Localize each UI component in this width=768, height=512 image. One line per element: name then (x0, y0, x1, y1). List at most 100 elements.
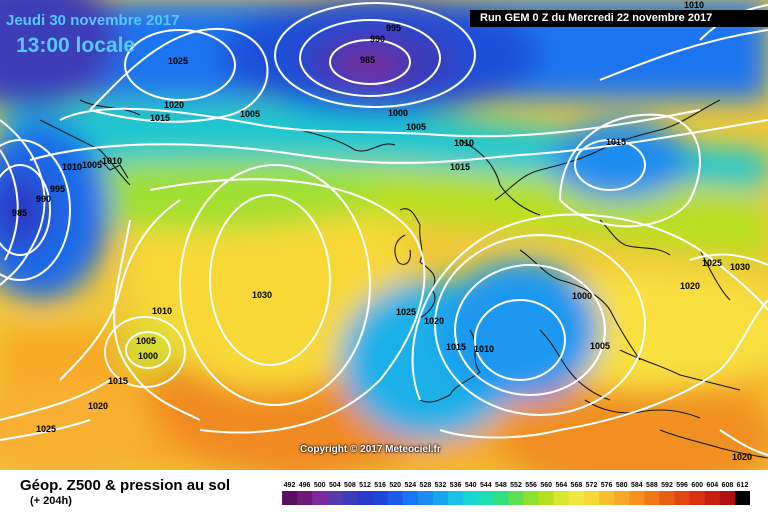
isobar-label: 990 (36, 194, 51, 204)
isobar-label: 1025 (702, 258, 722, 268)
legend-value: 564 (555, 482, 567, 489)
legend-value: 568 (571, 482, 583, 489)
isobar-label: 1015 (108, 376, 128, 386)
isobar-label: 1000 (388, 108, 408, 118)
legend-swatch (433, 491, 449, 505)
isobar-label: 985 (360, 55, 375, 65)
legend-value: 524 (404, 482, 416, 489)
legend-swatch (387, 491, 404, 505)
isobar-label: 1030 (252, 290, 272, 300)
legend-swatch (357, 491, 374, 505)
legend-swatch (402, 491, 419, 505)
weather-map: 995 990 985 1025 1020 1015 1005 1000 100… (0, 0, 768, 470)
isobar-labels: 995 990 985 1025 1020 1015 1005 1000 100… (12, 23, 752, 462)
legend-value: 572 (586, 482, 598, 489)
isobar-label: 1005 (240, 109, 260, 119)
legend-swatch (659, 491, 675, 505)
legend-swatch (553, 491, 570, 505)
legend-swatch (538, 491, 555, 505)
legend-value: 576 (601, 482, 613, 489)
legend-value: 504 (329, 482, 341, 489)
run-banner: Run GEM 0 Z du Mercredi 22 novembre 2017 (470, 10, 768, 27)
legend-value: 528 (420, 482, 432, 489)
legend-value: 560 (540, 482, 552, 489)
legend-value: 536 (450, 482, 462, 489)
legend-value: 600 (691, 482, 703, 489)
isobar-label: 1010 (62, 162, 82, 172)
isobar-label: 1020 (88, 401, 108, 411)
legend-value: 544 (480, 482, 492, 489)
legend-swatch (448, 491, 464, 505)
isobar-label: 1015 (150, 113, 170, 123)
isobar-label: 1015 (446, 342, 466, 352)
legend-value: 584 (631, 482, 643, 489)
isobar-label: 995 (50, 184, 65, 194)
map-title: Géop. Z500 & pression au sol (20, 477, 231, 494)
legend-swatch (312, 491, 328, 505)
forecast-lead-time: (+ 204h) (30, 495, 72, 507)
isobar-label: 1020 (680, 281, 700, 291)
legend-swatch (327, 491, 343, 505)
isobar-label: 1015 (606, 137, 626, 147)
forecast-time: 13:00 locale (16, 34, 136, 57)
legend-value: 548 (495, 482, 507, 489)
isobar-label: 1015 (450, 162, 470, 172)
legend-swatch (493, 491, 509, 505)
legend-value: 520 (389, 482, 401, 489)
legend-value: 592 (661, 482, 673, 489)
legend-swatch (342, 491, 358, 505)
legend-swatch (282, 491, 298, 505)
forecast-date: Jeudi 30 novembre 2017 (6, 12, 180, 29)
isobar-label: 990 (370, 34, 385, 44)
isobar-label: 1000 (138, 351, 158, 361)
legend-value: 512 (359, 482, 371, 489)
geopotential-field (0, 0, 768, 470)
isobar-label: 1020 (424, 316, 444, 326)
legend-value: 596 (676, 482, 688, 489)
legend-value: 532 (435, 482, 447, 489)
legend-value: 580 (616, 482, 628, 489)
isobar-label: 1020 (732, 452, 752, 462)
isobar-label: 1025 (36, 424, 56, 434)
legend-swatch (644, 491, 660, 505)
legend-value: 612 (737, 482, 749, 489)
legend-swatch (629, 491, 645, 505)
legend-swatch (372, 491, 389, 505)
legend-swatch (297, 491, 313, 505)
isobar-label: 1025 (168, 56, 188, 66)
legend-swatch (689, 491, 706, 505)
legend-swatch (614, 491, 630, 505)
isobar-label: 1005 (136, 336, 156, 346)
isobar-label: 1030 (730, 262, 750, 272)
legend-value: 588 (646, 482, 658, 489)
legend-swatch (523, 491, 540, 505)
isobar-label: 1010 (474, 344, 494, 354)
isobar-label: 1010 (454, 138, 474, 148)
isobar-label: 1010 (102, 156, 122, 166)
legend-value: 556 (525, 482, 537, 489)
isobar-label: 985 (12, 208, 27, 218)
legend-swatch (734, 491, 750, 505)
isobar-label: 1005 (406, 122, 426, 132)
legend-value: 508 (344, 482, 356, 489)
legend-value: 516 (374, 482, 386, 489)
isobar-label: 1005 (82, 160, 102, 170)
color-scale-legend: 492 496 500 504 508 512 516 520 524 528 532 536 540 5… (282, 482, 750, 505)
legend-swatch (417, 491, 434, 505)
legend-swatch (568, 491, 585, 505)
isobar-lines (0, 2, 768, 456)
legend-value: 608 (722, 482, 734, 489)
legend-value: 492 (284, 482, 296, 489)
legend-swatch (599, 491, 615, 505)
copyright-notice: Copyright © 2017 Meteociel.fr (300, 444, 441, 455)
legend-value: 540 (465, 482, 477, 489)
legend-swatch (704, 491, 721, 505)
isobar-label: 1025 (396, 307, 416, 317)
isobar-label: 1010 (152, 306, 172, 316)
isobar-label: 995 (386, 23, 401, 33)
legend-value: 604 (706, 482, 718, 489)
legend-swatch (674, 491, 691, 505)
legend-swatch (583, 491, 600, 505)
legend-value: 500 (314, 482, 326, 489)
legend-value: 496 (299, 482, 311, 489)
